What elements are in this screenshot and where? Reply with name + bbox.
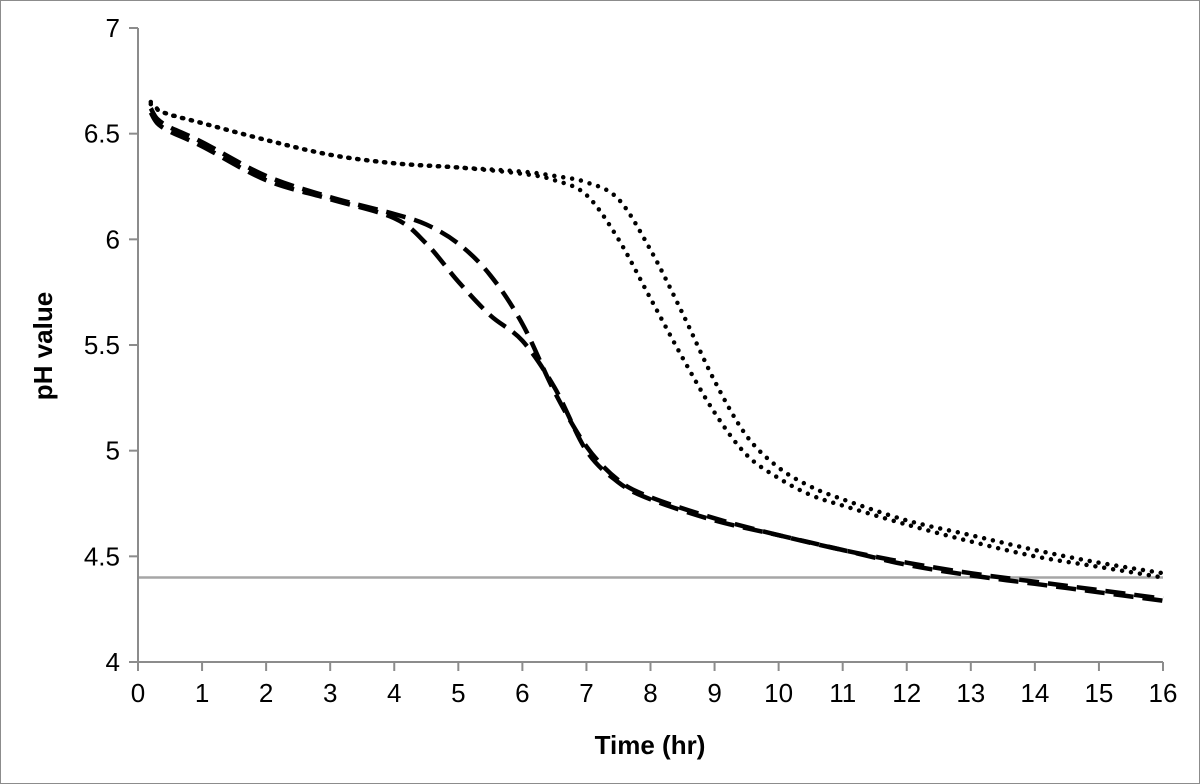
- axes: [129, 27, 1164, 671]
- plot-area: [138, 99, 1166, 603]
- y-tick-label: 6: [106, 224, 120, 254]
- x-tick-label: 2: [259, 678, 273, 708]
- y-tick-label: 7: [106, 13, 120, 43]
- y-tick-label: 6.5: [84, 119, 120, 149]
- y-tick-label: 5: [106, 436, 120, 466]
- x-tick-label: 7: [579, 678, 593, 708]
- series-line-dotted-lower: [148, 101, 1166, 580]
- x-tick-label: 0: [131, 678, 145, 708]
- x-tick-label: 12: [892, 678, 921, 708]
- x-tick-label: 9: [707, 678, 721, 708]
- y-tick-label: 4.5: [84, 541, 120, 571]
- x-tick-label: 5: [451, 678, 465, 708]
- x-axis-title: Time (hr): [595, 730, 706, 760]
- series-line-dotted-upper: [148, 99, 1166, 576]
- x-tick-label: 13: [956, 678, 985, 708]
- x-tick-label: 10: [764, 678, 793, 708]
- x-tick-label: 8: [643, 678, 657, 708]
- series-line-dashed-lower: [148, 111, 1164, 603]
- series-line-dashed-upper: [148, 107, 1164, 601]
- x-tick-label: 16: [1149, 678, 1178, 708]
- x-tick-label: 4: [387, 678, 401, 708]
- x-tick-label: 6: [515, 678, 529, 708]
- x-tick-label: 1: [195, 678, 209, 708]
- x-tick-label: 3: [323, 678, 337, 708]
- y-tick-label: 4: [106, 647, 120, 677]
- y-axis-title: pH value: [28, 292, 58, 400]
- x-tick-label: 14: [1020, 678, 1049, 708]
- x-tick-label: 11: [829, 678, 856, 708]
- y-tick-label: 5.5: [84, 330, 120, 360]
- x-tick-label: 15: [1084, 678, 1113, 708]
